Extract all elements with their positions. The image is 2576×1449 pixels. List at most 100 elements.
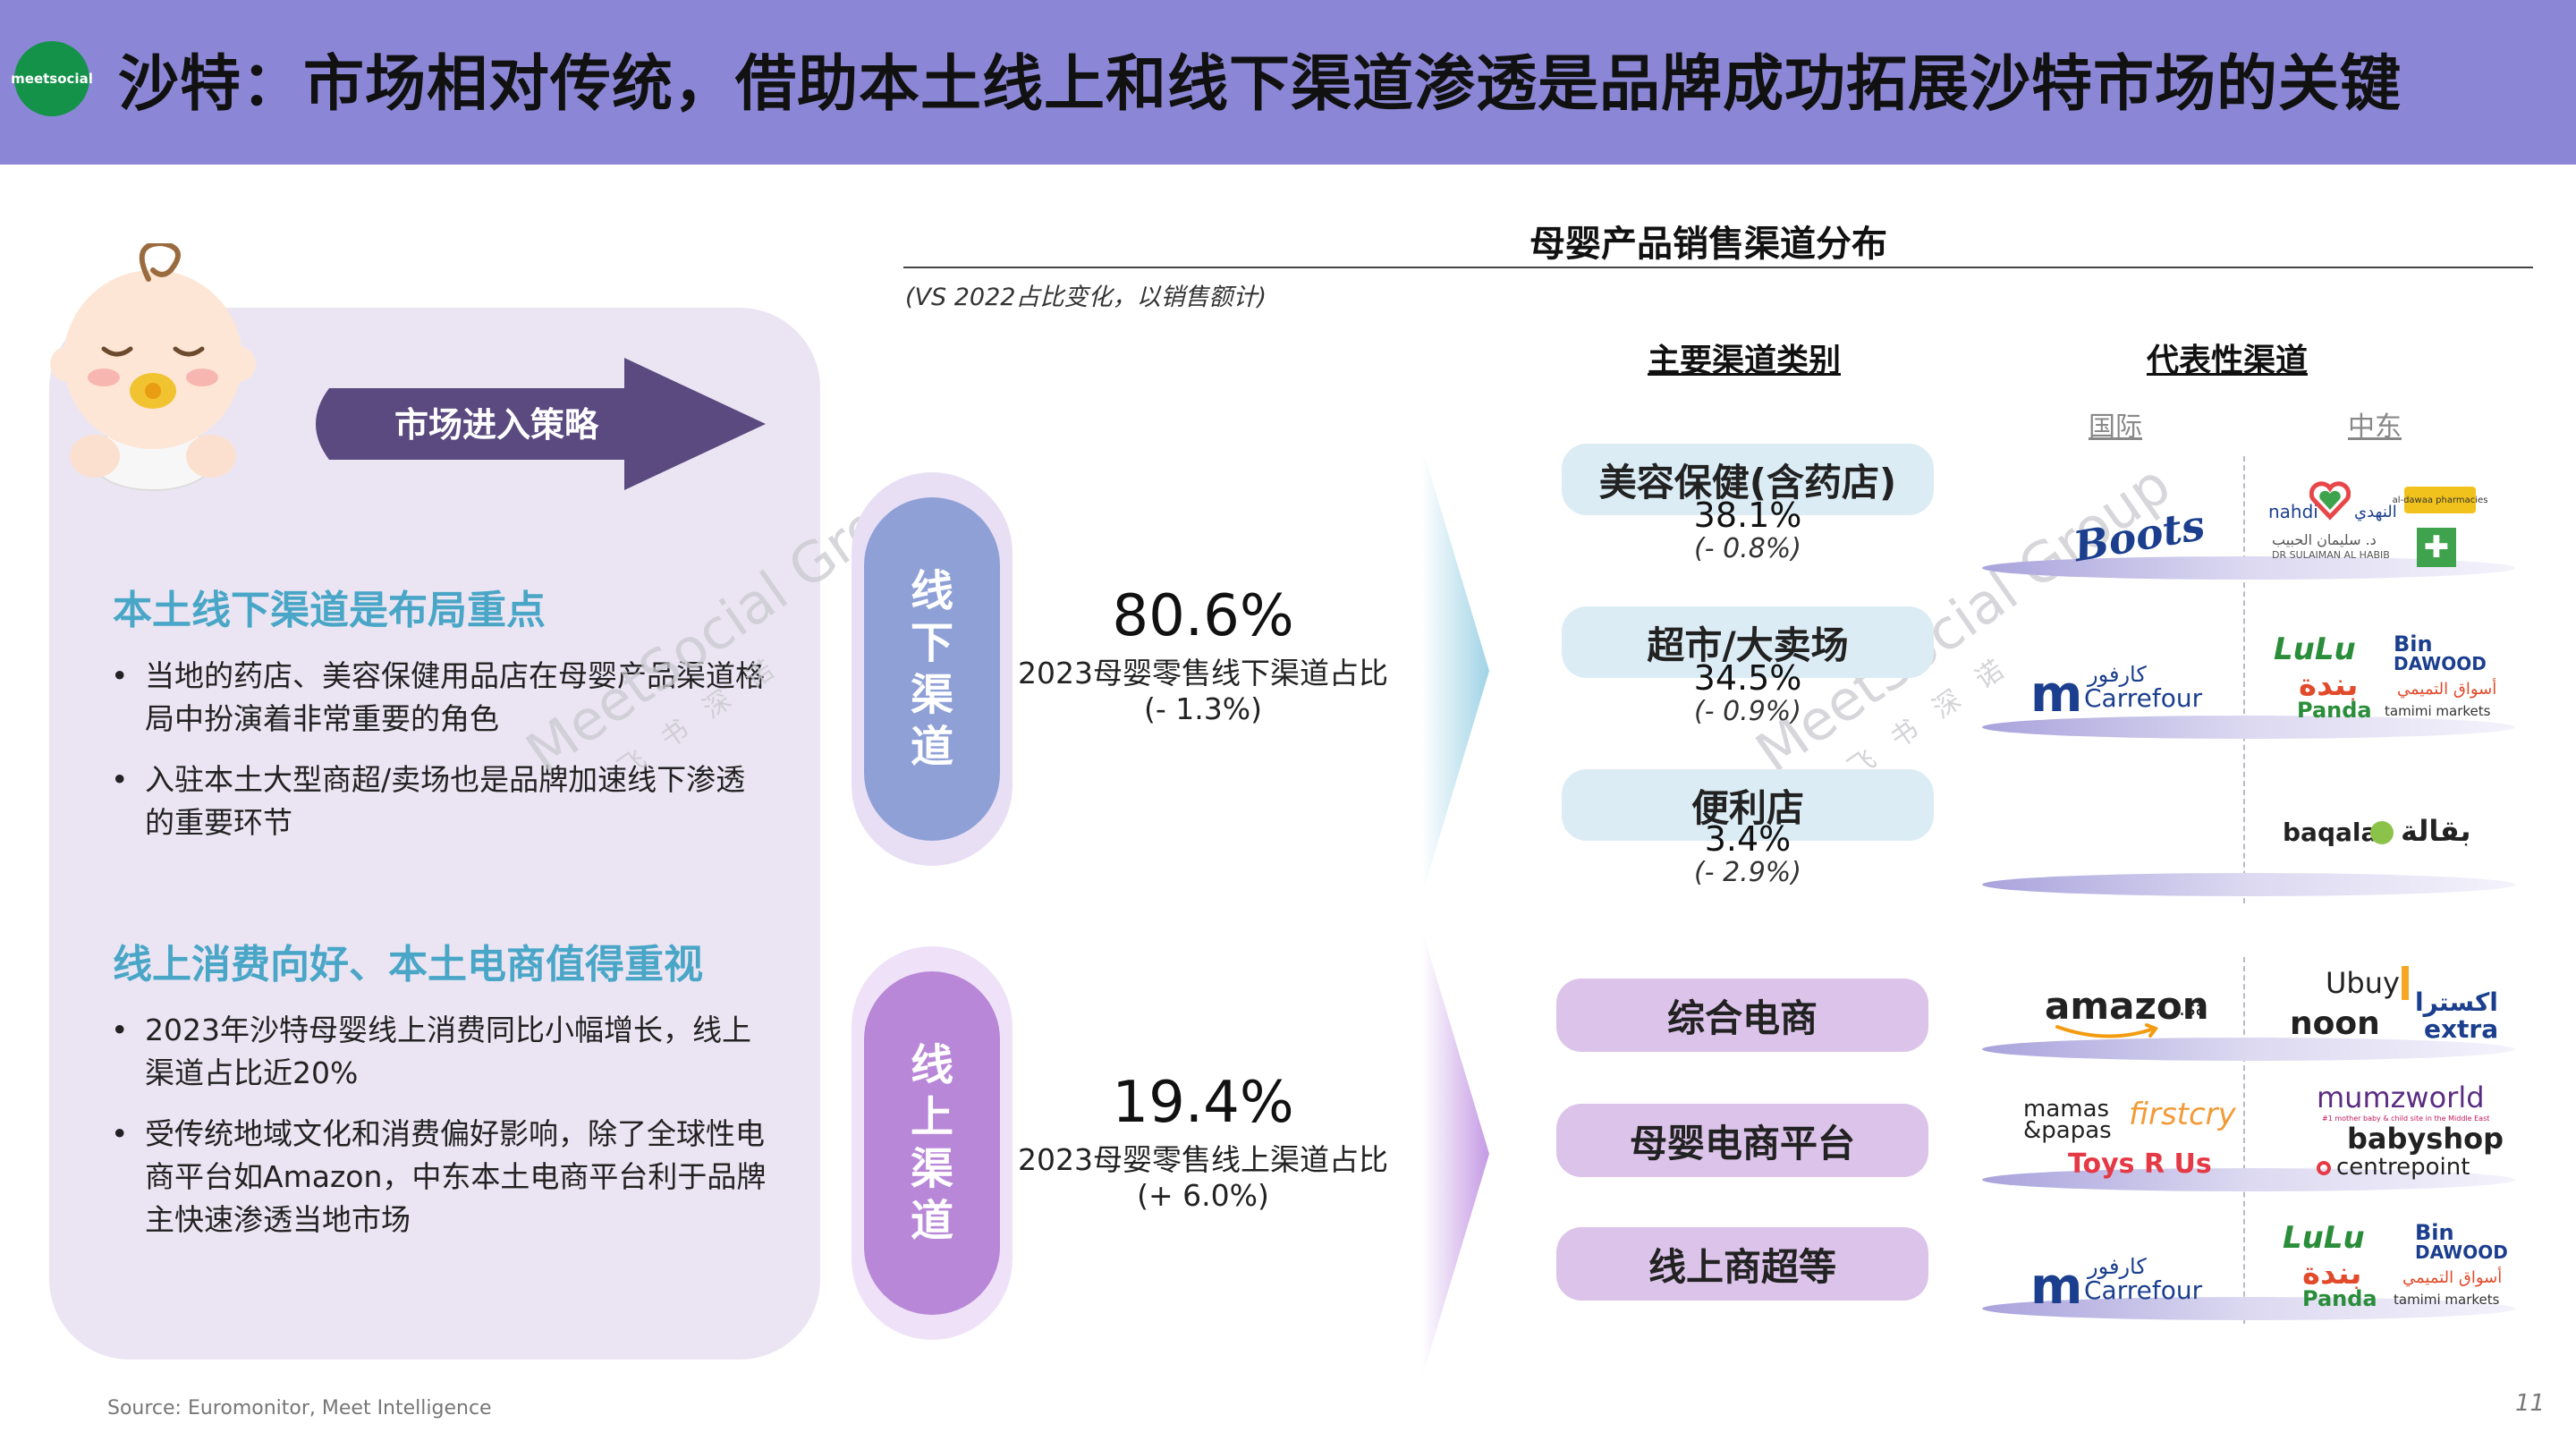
category-change: (- 2.9%)	[1694, 857, 1801, 888]
offline-bullet: 当地的药店、美容保健用品店在母婴产品渠道格局中扮演着非常重要的角色	[107, 655, 769, 741]
category-convenience: 便利店	[1562, 769, 1934, 841]
tamimi-logo: tamimi markets	[2394, 1292, 2500, 1308]
amazon-smile-icon	[2055, 1023, 2159, 1038]
offline-pill-char: 道	[910, 722, 953, 772]
online-bullet: 受传统地域文化和消费偏好影响，除了全球性电商平台如Amazon，中东本土电商平台…	[107, 1113, 769, 1241]
category-change: (- 0.8%)	[1694, 533, 1801, 564]
logo-shelf	[1982, 716, 2515, 739]
offline-heading: 本土线下渠道是布局重点	[113, 588, 546, 633]
title-divider	[903, 267, 2533, 268]
firstcry-logo: firstcry	[2129, 1097, 2236, 1132]
logo-shelf	[1982, 1297, 2515, 1320]
offline-chevron-icon	[1422, 447, 1489, 894]
ubuy-logo: Ubuy	[2326, 966, 2409, 1000]
centrepoint-ring-icon	[2317, 1161, 2331, 1175]
offline-bullet-list: 当地的药店、美容保健用品店在母婴产品渠道格局中扮演着非常重要的角色 入驻本土大型…	[107, 655, 769, 862]
offline-pill-char: 下	[910, 618, 953, 668]
carrefour-m-icon: m	[2030, 1258, 2083, 1316]
category-share: 3.4%	[1704, 819, 1792, 859]
online-share: 19.4%	[1112, 1070, 1294, 1136]
online-channel-pill: 线 上 渠 道	[864, 971, 1000, 1315]
mamas-papas-logo: mamas &papas	[2023, 1096, 2112, 1144]
source-note: Source: Euromonitor, Meet Intelligence	[107, 1397, 492, 1419]
logo-shelf	[1982, 873, 2515, 896]
offline-pill-char: 线	[910, 566, 953, 616]
logo-shelf	[1982, 1168, 2515, 1191]
carrefour-arabic: كارفور	[2088, 662, 2147, 687]
lulu-logo: LuLu	[2283, 1220, 2365, 1256]
subheader-middle-east: 中东	[2348, 411, 2402, 443]
tamimi-logo: tamimi markets	[2385, 703, 2491, 719]
online-share-change: (+ 6.0%)	[1137, 1178, 1269, 1213]
category-share: 34.5%	[1693, 658, 1802, 698]
carrefour-logo: Carrefour	[2084, 1275, 2203, 1305]
category-general-ecommerce: 综合电商	[1556, 979, 1928, 1052]
category-share: 38.1%	[1693, 496, 1802, 535]
column-header-representative: 代表性渠道	[2146, 343, 2308, 379]
mumzworld-logo: mumzworld	[2317, 1080, 2485, 1114]
toysrus-logo: Toys R Us	[2068, 1148, 2212, 1180]
lulu-logo: LuLu	[2274, 631, 2356, 667]
pharmacy-cross-icon: ✚	[2417, 528, 2456, 567]
offline-share: 80.6%	[1112, 583, 1294, 649]
bindawood-bin: Bin	[2415, 1220, 2454, 1245]
nahdi-logo: nahdi	[2268, 501, 2318, 522]
baqala-arabic: بقالة	[2401, 814, 2471, 848]
online-bullet-list: 2023年沙特母婴线上消费同比小幅增长，线上渠道占比近20% 受传统地域文化和消…	[107, 1009, 769, 1259]
category-change: (- 0.9%)	[1694, 696, 1801, 727]
carrefour-arabic: كارفور	[2088, 1254, 2147, 1279]
page-number: 11	[2515, 1390, 2546, 1417]
online-pill-char: 上	[910, 1092, 953, 1142]
offline-bullet: 入驻本土大型商超/卖场也是品牌加速线下渗透的重要环节	[107, 758, 769, 844]
online-pill-char: 线	[910, 1040, 953, 1090]
panda-arabic: بندة	[2302, 1256, 2362, 1292]
online-pill-char: 渠	[910, 1144, 953, 1194]
extra-logo: extra	[2424, 1014, 2499, 1044]
nahdi-heart-icon	[2309, 481, 2351, 521]
chart-subtitle: (VS 2022占比变化，以销售额计)	[905, 284, 1267, 311]
mumzworld-tagline: #1 mother baby & child site in the Middl…	[2322, 1114, 2490, 1123]
category-baby-ecommerce: 母婴电商平台	[1556, 1104, 1928, 1177]
baby-illustration	[50, 243, 256, 491]
bindawood-logo: DAWOOD	[2394, 653, 2487, 674]
strategy-arrow-icon	[316, 358, 766, 490]
online-bullet: 2023年沙特母婴线上消费同比小幅增长，线上渠道占比近20%	[107, 1009, 769, 1095]
panda-arabic: بندة	[2299, 667, 2359, 703]
category-beauty-health: 美容保健(含药店)	[1562, 444, 1934, 515]
company-logo-text: meetsocial	[11, 71, 93, 87]
habib-logo: DR SULAIMAN AL HABIB	[2272, 549, 2390, 561]
carrefour-logo: Carrefour	[2084, 683, 2203, 713]
category-online-grocery: 线上商超等	[1556, 1227, 1928, 1301]
centrepoint-logo: centrepoint	[2336, 1154, 2470, 1181]
online-pill-char: 道	[910, 1196, 953, 1246]
offline-share-change: (- 1.3%)	[1144, 691, 1262, 726]
column-header-category: 主要渠道类别	[1647, 343, 1841, 379]
offline-share-desc: 2023母婴零售线下渠道占比	[1018, 656, 1388, 691]
strategy-arrow-label: 市场进入策略	[394, 405, 598, 445]
nahdi-arabic: النهدي	[2354, 503, 2397, 521]
babyshop-logo: babyshop	[2347, 1122, 2504, 1156]
aldawaa-logo: al-dawaa pharmacies	[2393, 487, 2487, 513]
offline-channel-pill: 线 下 渠 道	[864, 497, 1000, 841]
logo-divider	[2243, 456, 2245, 903]
noon-logo: noon	[2290, 1005, 2380, 1042]
offline-pill-char: 渠	[910, 670, 953, 720]
habib-arabic: د. سليمان الحبيب	[2272, 531, 2377, 548]
category-supermarket: 超市/大卖场	[1562, 606, 1934, 678]
panda-logo: Panda	[2297, 698, 2372, 723]
amazon-logo: amazon	[2045, 984, 2209, 1028]
baqala-dot-icon	[2370, 821, 2394, 844]
logo-shelf	[1982, 1038, 2515, 1061]
logo-divider	[2243, 957, 2245, 1324]
page-title: 沙特：市场相对传统，借助本土线上和线下渠道渗透是品牌成功拓展沙特市场的关键	[118, 49, 2402, 120]
tamimi-arabic: أسواق التميمي	[2402, 1268, 2503, 1287]
online-heading: 线上消费向好、本土电商值得重视	[113, 942, 703, 987]
extra-arabic: اكسترا	[2415, 987, 2498, 1017]
carrefour-m-icon: m	[2030, 665, 2083, 724]
tamimi-arabic: أسواق التميمي	[2397, 680, 2497, 699]
header-bar	[0, 0, 2576, 165]
chart-title: 母婴产品销售渠道分布	[1530, 224, 1887, 265]
baqala-logo: baqala	[2283, 818, 2378, 847]
subheader-international: 国际	[2089, 411, 2142, 443]
company-logo: meetsocial	[11, 41, 93, 116]
